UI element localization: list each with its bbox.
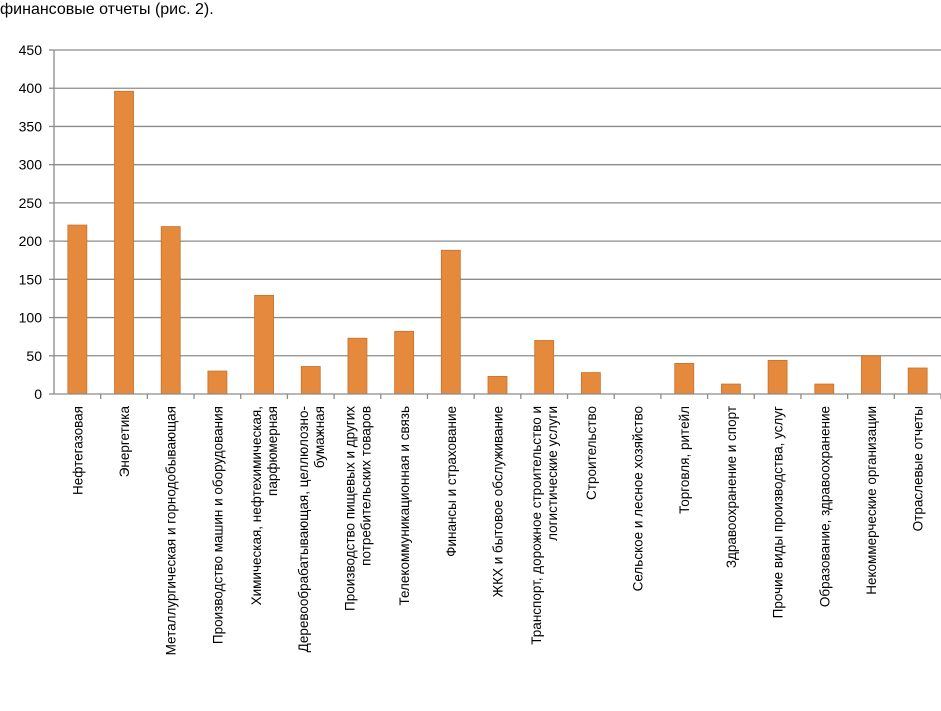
y-tick-label: 300: [19, 157, 43, 173]
y-tick-label: 200: [19, 233, 43, 249]
bar: [721, 383, 741, 395]
bar: [347, 337, 368, 395]
category-label: Финансы и страхование: [444, 406, 459, 557]
category-label-line: Деревообрабатывающая, целлюлозно-: [296, 406, 311, 652]
category-label-line: ЖКХ и бытовое обслуживание: [491, 406, 506, 597]
category-label-line: Здравоохранение и спорт: [724, 406, 739, 568]
bar: [674, 363, 695, 395]
category-label-line: Телекоммуникационная и связь: [397, 406, 412, 606]
category-label: Здравоохранение и спорт: [724, 406, 739, 568]
bar: [254, 294, 274, 395]
category-label: Прочие виды производства, услуг: [771, 406, 786, 618]
bar: [767, 359, 788, 395]
category-label: Образование, здравоохранение: [817, 406, 832, 607]
category-label: Производство машин и оборудования: [210, 406, 225, 644]
category-label: Деревообрабатывающая, целлюлозно-бумажна…: [296, 406, 327, 652]
y-tick-label: 250: [19, 195, 43, 211]
category-label-line: парфюмерная: [265, 406, 280, 496]
category-label: Транспорт, дорожное строительство и логис…: [529, 406, 560, 645]
y-tick-label: 400: [19, 80, 43, 96]
category-label-line: Производство машин и оборудования: [210, 406, 225, 644]
category-label-line: логистические услуги: [545, 406, 560, 541]
y-tick-label: 50: [26, 348, 42, 364]
category-label: Нефтегазовая: [70, 406, 85, 495]
category-label: Торговля, ритейл: [677, 406, 692, 514]
category-label-line: Отраслевые отчеты: [911, 406, 926, 531]
bar: [394, 330, 415, 395]
category-label-line: Транспорт, дорожное строительство и: [529, 406, 544, 645]
bar: [861, 355, 881, 395]
category-label-line: Некоммерческие организации: [864, 406, 879, 595]
y-tick-label: 150: [19, 271, 43, 287]
bar: [907, 367, 928, 395]
category-label-line: Сельское и лесное хозяйство: [631, 406, 646, 591]
category-label: Отраслевые отчеты: [911, 406, 926, 531]
y-tick-label: 0: [34, 386, 42, 402]
bar: [67, 224, 88, 395]
bar: [534, 340, 555, 395]
category-label-line: Производство пищевых и других: [342, 406, 357, 611]
category-label-line: Строительство: [584, 406, 599, 500]
caption-text: финансовые отчеты (рис. 2).: [0, 1, 214, 18]
category-label: ЖКХ и бытовое обслуживание: [491, 406, 506, 597]
category-label: Энергетика: [117, 406, 132, 478]
category-label: Некоммерческие организации: [864, 406, 879, 595]
bar: [487, 376, 508, 395]
bar: [160, 226, 181, 395]
category-label: Телекоммуникационная и связь: [397, 406, 412, 606]
bar: [580, 372, 601, 395]
bar: [300, 366, 321, 395]
bars: [67, 90, 928, 395]
category-label-line: Образование, здравоохранение: [817, 406, 832, 607]
category-label: Строительство: [584, 406, 599, 500]
y-tick-label: 450: [19, 42, 43, 58]
axes: [49, 49, 941, 399]
y-tick-labels: 0 50 100 150 200 250 300 350 400 450: [19, 42, 43, 402]
category-label-line: Торговля, ритейл: [677, 406, 692, 514]
category-label: Химическая, нефтехимическая, парфюмерная: [249, 406, 280, 605]
category-label: Металлургическая и горнодобывающая: [164, 406, 179, 655]
category-label-line: Прочие виды производства, услуг: [771, 406, 786, 618]
category-label-line: Нефтегазовая: [70, 406, 85, 495]
y-tick-label: 100: [19, 310, 43, 326]
y-tick-label: 350: [19, 118, 43, 134]
bar: [114, 90, 134, 395]
category-label-line: Химическая, нефтехимическая,: [249, 406, 264, 605]
bar: [207, 370, 228, 395]
gridlines: [54, 49, 941, 357]
category-label: Сельское и лесное хозяйство: [631, 406, 646, 591]
category-label-line: Энергетика: [117, 406, 132, 478]
category-label-line: Металлургическая и горнодобывающая: [164, 406, 179, 655]
x-category-labels: Нефтегазовая Энергетика Металлургическая и…: [70, 406, 925, 656]
category-label-line: Финансы и страхование: [444, 406, 459, 557]
category-label-line: потребительских товаров: [358, 406, 373, 566]
bar: [814, 383, 835, 395]
category-label-line: бумажная: [312, 406, 327, 468]
category-label: Производство пищевых и других потребитель…: [342, 406, 373, 611]
bar: [440, 249, 461, 395]
